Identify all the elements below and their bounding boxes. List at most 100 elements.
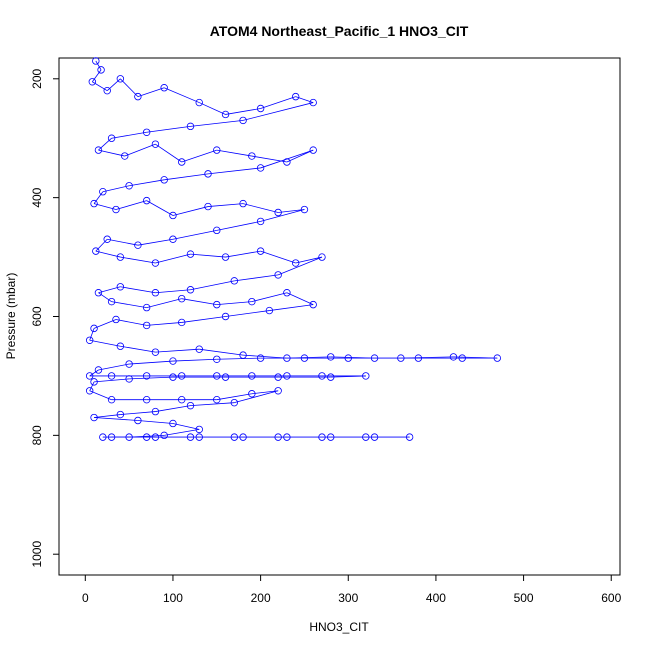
data-point (186, 286, 195, 294)
data-point (107, 395, 116, 404)
series-segment (453, 356, 498, 359)
chart-title: ATOM4 Northeast_Pacific_1 HNO3_CIT (210, 23, 469, 39)
data-point (370, 433, 379, 441)
series-segment (98, 286, 121, 294)
series-segment (124, 143, 156, 157)
data-point (221, 312, 230, 321)
series-segment (181, 149, 217, 163)
series-segment (98, 149, 125, 157)
data-point (239, 433, 247, 441)
series-segment (94, 378, 130, 383)
series-segment (95, 60, 102, 71)
data-point (327, 353, 335, 361)
data-point (256, 104, 265, 113)
data-point (107, 372, 116, 380)
data-point (99, 188, 107, 196)
data-point (256, 354, 265, 362)
data-point (204, 170, 212, 178)
data-point (283, 354, 291, 362)
data-point (493, 354, 501, 362)
y-tick-label: 1000 (30, 541, 44, 568)
data-point (283, 433, 291, 441)
data-point (112, 315, 120, 324)
data-point (186, 401, 195, 410)
data-point (458, 354, 466, 362)
series-segment (155, 405, 191, 412)
data-point (85, 387, 94, 395)
data-point (195, 98, 203, 107)
y-tick-label: 200 (30, 68, 44, 88)
series-segment (216, 221, 261, 231)
data-point (239, 116, 247, 125)
data-point (449, 353, 458, 361)
data-point (160, 176, 168, 184)
data-point (142, 395, 151, 404)
series-segment (129, 179, 165, 187)
series-segment (295, 96, 314, 103)
data-point (274, 373, 282, 381)
series-segment (115, 319, 147, 326)
data-point (195, 425, 203, 434)
data-point (213, 300, 221, 309)
series-segment (181, 298, 217, 306)
data-point (151, 140, 160, 148)
data-point (85, 372, 94, 380)
data-point (283, 158, 291, 166)
series-segment (137, 238, 174, 246)
series-segment (278, 209, 305, 213)
data-point (213, 146, 221, 154)
series-segment (89, 339, 121, 347)
series-segment (260, 209, 305, 222)
data-point (116, 410, 125, 419)
data-point (291, 259, 300, 267)
data-point (239, 199, 247, 208)
data-point (186, 433, 195, 441)
data-point (107, 433, 116, 441)
data-marks (85, 57, 501, 441)
data-point (248, 372, 256, 380)
series-segment (234, 274, 279, 282)
data-point (169, 357, 177, 365)
data-point (221, 110, 230, 119)
x-tick-label: 400 (426, 591, 446, 605)
data-point (178, 395, 186, 404)
series-segment (95, 238, 108, 252)
data-point (178, 318, 186, 327)
series-segment (93, 319, 117, 329)
data-point (151, 433, 160, 441)
data-point (125, 375, 133, 383)
series-segment (91, 69, 102, 83)
series-segment (330, 375, 366, 378)
data-point (309, 98, 317, 107)
data-point (221, 253, 230, 261)
series-segment (172, 423, 200, 430)
series-segment (286, 149, 314, 163)
series-segment (155, 348, 200, 353)
data-point (256, 164, 265, 172)
data-point (186, 122, 195, 131)
data-point (142, 433, 151, 441)
series-segment (216, 301, 252, 306)
series-segment (95, 250, 121, 258)
data-point (362, 372, 370, 380)
data-point (178, 294, 186, 303)
series-segment (190, 280, 235, 291)
series-segment (172, 229, 217, 240)
series-segment (115, 200, 147, 210)
series-segment (120, 345, 156, 353)
data-point (134, 241, 142, 249)
data-point (90, 324, 98, 333)
series-segment (181, 316, 226, 323)
series-segment (129, 376, 173, 380)
y-axis-label: Pressure (mbar) (4, 273, 18, 360)
series-segment (207, 203, 244, 207)
series-segment (216, 149, 252, 157)
data-point (99, 433, 107, 441)
data-point (248, 390, 256, 398)
series-segment (242, 203, 279, 213)
series-segment (89, 328, 95, 341)
data-point (142, 128, 151, 136)
series-segment (295, 256, 323, 264)
series-segment (225, 250, 261, 258)
